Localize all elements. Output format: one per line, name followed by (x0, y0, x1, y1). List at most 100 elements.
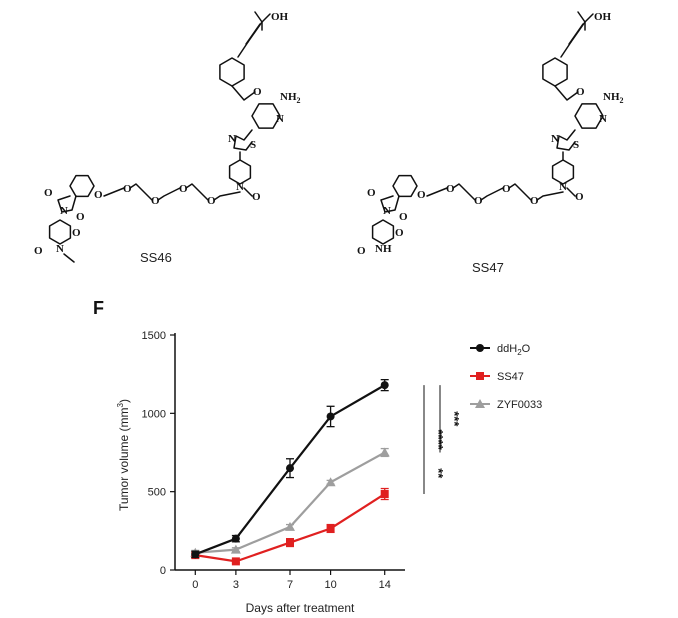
data-point (285, 521, 295, 531)
series-0 (191, 379, 389, 559)
significance-brackets: ********* (423, 385, 462, 495)
compound-label-ss47: SS47 (472, 260, 504, 275)
panel-letter: F (93, 298, 104, 318)
atom-nh-glutarimide: NH (375, 243, 392, 255)
atom-o-peg-1: O (179, 183, 188, 195)
legend-label: ZYF0033 (497, 399, 542, 411)
atom-o-glutarimide-2: O (34, 245, 43, 257)
atom-nh2: NH2 (280, 91, 301, 105)
glutarimide-ring (371, 219, 395, 245)
y-tick-label: 1000 (142, 408, 166, 420)
atom-n-thiazole: N (228, 133, 236, 145)
atom-n-imide: N (60, 205, 68, 217)
atom-o-ether: O (253, 86, 262, 98)
significance-label: *** (447, 411, 462, 427)
atom-oh: OH (271, 11, 289, 23)
data-point (286, 538, 294, 547)
phthalimide-imide (57, 195, 77, 213)
atom-o-peg-3: O (446, 183, 455, 195)
peg-chain-1 (508, 183, 532, 201)
x-tick-label: 7 (287, 579, 293, 591)
atom-oh: OH (594, 11, 612, 23)
benzyl-linker (554, 85, 579, 101)
piperidine-ring (551, 159, 575, 185)
peg-chain-2 (480, 187, 504, 201)
compound-label-ss46: SS46 (140, 250, 172, 265)
atom-o-peg-0: O (530, 195, 539, 207)
pyridine-ring (251, 103, 281, 129)
alkyne-link (237, 41, 249, 58)
significance-label: ** (431, 468, 446, 479)
atom-o-phenol: O (417, 189, 426, 201)
legend-item-2: ZYF0033 (470, 399, 542, 411)
atom-o-ether: O (576, 86, 585, 98)
x-tick-label: 3 (233, 579, 239, 591)
atom-n-piperidine: N (559, 181, 567, 193)
atom-o-imide-2: O (367, 187, 376, 199)
tert-butyl (577, 11, 594, 23)
atom-o-imide-1: O (76, 211, 85, 223)
x-tick-label: 0 (192, 579, 198, 591)
atom-o-glutarimide-1: O (72, 227, 81, 239)
atom-o-phenol: O (94, 189, 103, 201)
data-point (326, 412, 335, 421)
chart-axes: 0 500 1000 1500 0 3 7 10 14 (142, 330, 405, 591)
atom-o-peg-3: O (123, 183, 132, 195)
pyridine-ring (574, 103, 604, 129)
atom-n-imide: N (383, 205, 391, 217)
y-axis-label: Tumor volume (mm3) (116, 399, 131, 511)
alkyne-link (560, 41, 572, 58)
y-tick-label: 1500 (142, 330, 166, 342)
data-point (379, 447, 390, 457)
legend-label: SS47 (497, 371, 524, 383)
data-point (191, 550, 200, 559)
piperidine-ring (228, 159, 252, 185)
data-point (286, 464, 294, 473)
data-point (380, 490, 389, 499)
tumor-volume-chart: F 0 500 1000 1500 0 3 7 10 14 ddH2O SS47 ZYF0033 *… (93, 298, 542, 615)
thiazole-ring (556, 129, 576, 151)
atom-n-thiazole: N (551, 133, 559, 145)
legend-marker (476, 372, 484, 380)
atom-o-glutarimide-2: O (357, 245, 366, 257)
atom-o-amide: O (252, 191, 261, 203)
atom-o-imide-2: O (44, 187, 53, 199)
data-point (231, 557, 240, 566)
atom-o-imide-1: O (399, 211, 408, 223)
y-tick-label: 0 (160, 565, 166, 577)
peg-chain-3 (129, 183, 153, 201)
atom-n-piperidine: N (236, 181, 244, 193)
legend-marker (475, 399, 485, 408)
legend-item-0: ddH2O (470, 343, 531, 357)
atom-o-peg-2: O (151, 195, 160, 207)
data-point (380, 381, 389, 390)
amide-link (566, 187, 576, 197)
atom-n-pyridine: N (276, 113, 284, 125)
chart-legend: ddH2O SS47 ZYF0033 (470, 343, 542, 411)
benzyl-linker (231, 85, 256, 101)
benzene-ring (542, 57, 568, 87)
peg-chain-1 (185, 183, 209, 201)
atom-o-amide: O (575, 191, 584, 203)
peg-chain-3 (452, 183, 476, 201)
atom-o-peg-1: O (502, 183, 511, 195)
phthalimide-imide (380, 195, 400, 213)
amide-link (243, 187, 253, 197)
atom-o-peg-0: O (207, 195, 216, 207)
phthalimide-benzene (69, 174, 95, 198)
peg-end (103, 187, 125, 197)
series-1 (191, 487, 389, 566)
atom-s-thiazole: S (573, 139, 579, 151)
series-2 (190, 447, 390, 557)
significance-bracket-0: *** (439, 385, 462, 453)
benzene-ring (219, 57, 245, 87)
peg-chain-0 (213, 191, 241, 201)
significance-bracket-2: ** (423, 452, 446, 495)
atom-n-methyl: N (56, 243, 64, 255)
x-tick-label: 14 (379, 579, 391, 591)
legend-marker (476, 344, 484, 352)
peg-chain-2 (157, 187, 181, 201)
